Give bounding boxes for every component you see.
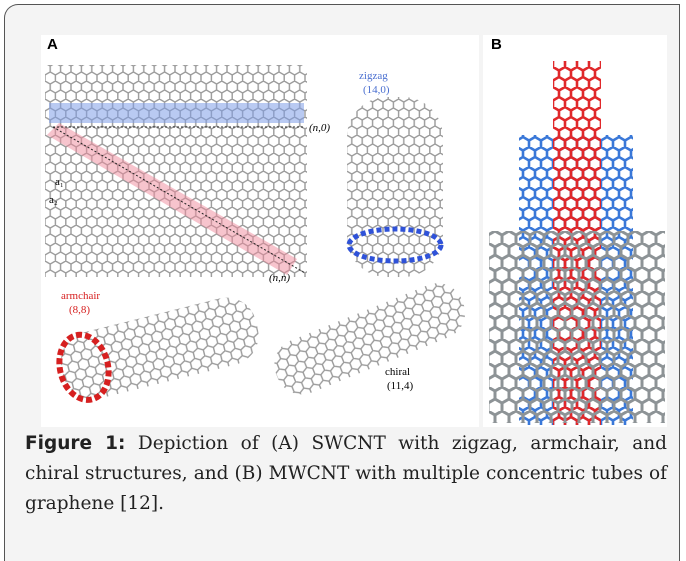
tube-index: (14,0)	[363, 84, 390, 96]
panel-label: B	[491, 36, 502, 53]
panel-label: A	[47, 36, 58, 53]
tube-index: (8,8)	[69, 304, 90, 316]
vector-label: a₂	[49, 194, 58, 206]
outer-tube	[489, 231, 665, 423]
caption-label: Figure 1:	[25, 433, 125, 454]
tube-name: zigzag	[359, 70, 388, 82]
vector-label: (n,0)	[309, 122, 330, 134]
tube-index: (11,4)	[387, 380, 414, 392]
zigzag-tube	[347, 97, 443, 277]
caption: Figure 1: Depiction of (A) SWCNT with zi…	[25, 429, 667, 519]
figure-card: A B (n,0) (n,n) a₁ a₂ zigzag (14,0) armc…	[4, 4, 680, 561]
tube-name: chiral	[385, 366, 410, 378]
zigzag-band	[49, 103, 304, 123]
figure-image: A B (n,0) (n,n) a₁ a₂ zigzag (14,0) armc…	[19, 27, 669, 427]
vector-label: (n,n)	[269, 272, 290, 284]
tube-name: armchair	[61, 290, 100, 302]
vector-label: a₁	[55, 176, 64, 188]
